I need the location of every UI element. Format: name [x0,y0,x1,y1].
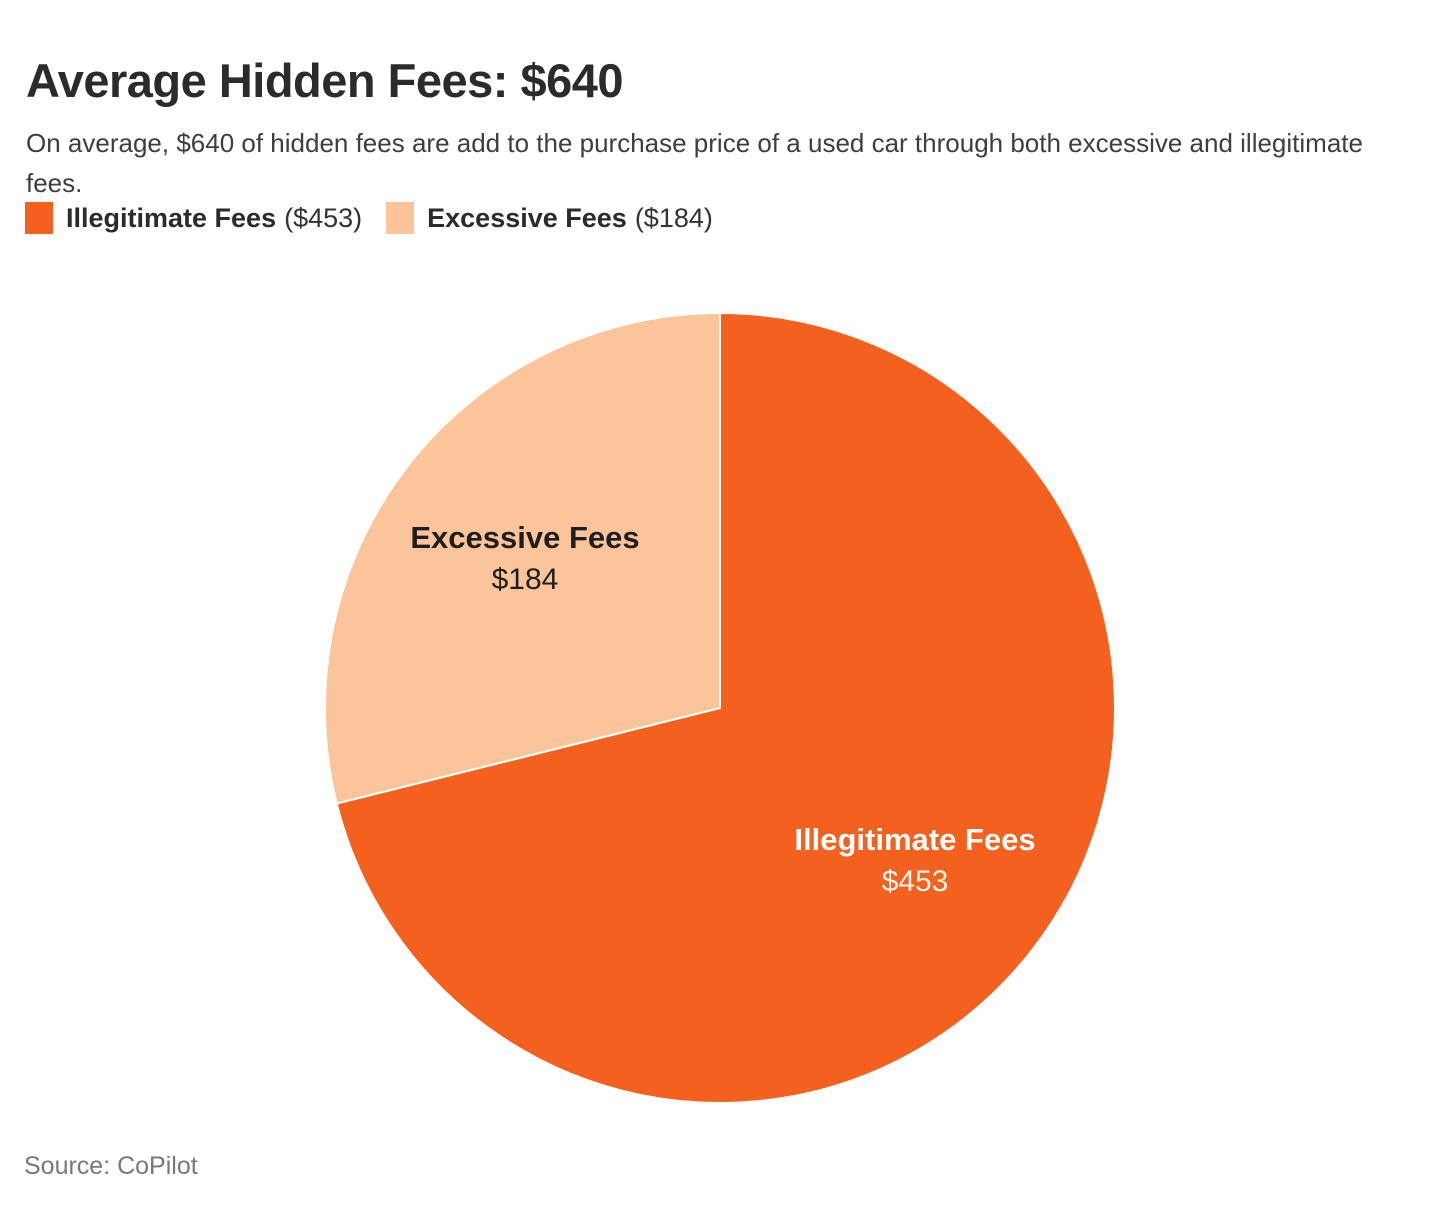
pie-svg [323,312,1116,1104]
legend-swatch-icon [386,202,415,234]
legend-item-label: Illegitimate Fees [66,202,277,233]
legend-swatch-icon [25,202,53,234]
chart-title: Average Hidden Fees: $640 [26,54,624,108]
source-attribution: Source: CoPilot [24,1152,198,1180]
legend-item-excessive-fees[interactable]: Excessive Fees ($184) [386,202,713,234]
pie-slice-illegitimate-fees[interactable] [335,312,1116,1104]
pie-slice-excessive-fees[interactable] [323,312,721,805]
legend-item-value: ($453) [284,202,363,233]
legend: Illegitimate Fees ($453) Excessive Fees … [25,202,713,234]
legend-item-value: ($184) [634,202,713,233]
legend-item-label: Excessive Fees [427,202,627,233]
legend-item-illegitimate-fees[interactable]: Illegitimate Fees ($453) [25,202,362,234]
pie-chart [322,310,1118,1106]
chart-subtitle: On average, $640 of hidden fees are add … [26,128,1363,198]
